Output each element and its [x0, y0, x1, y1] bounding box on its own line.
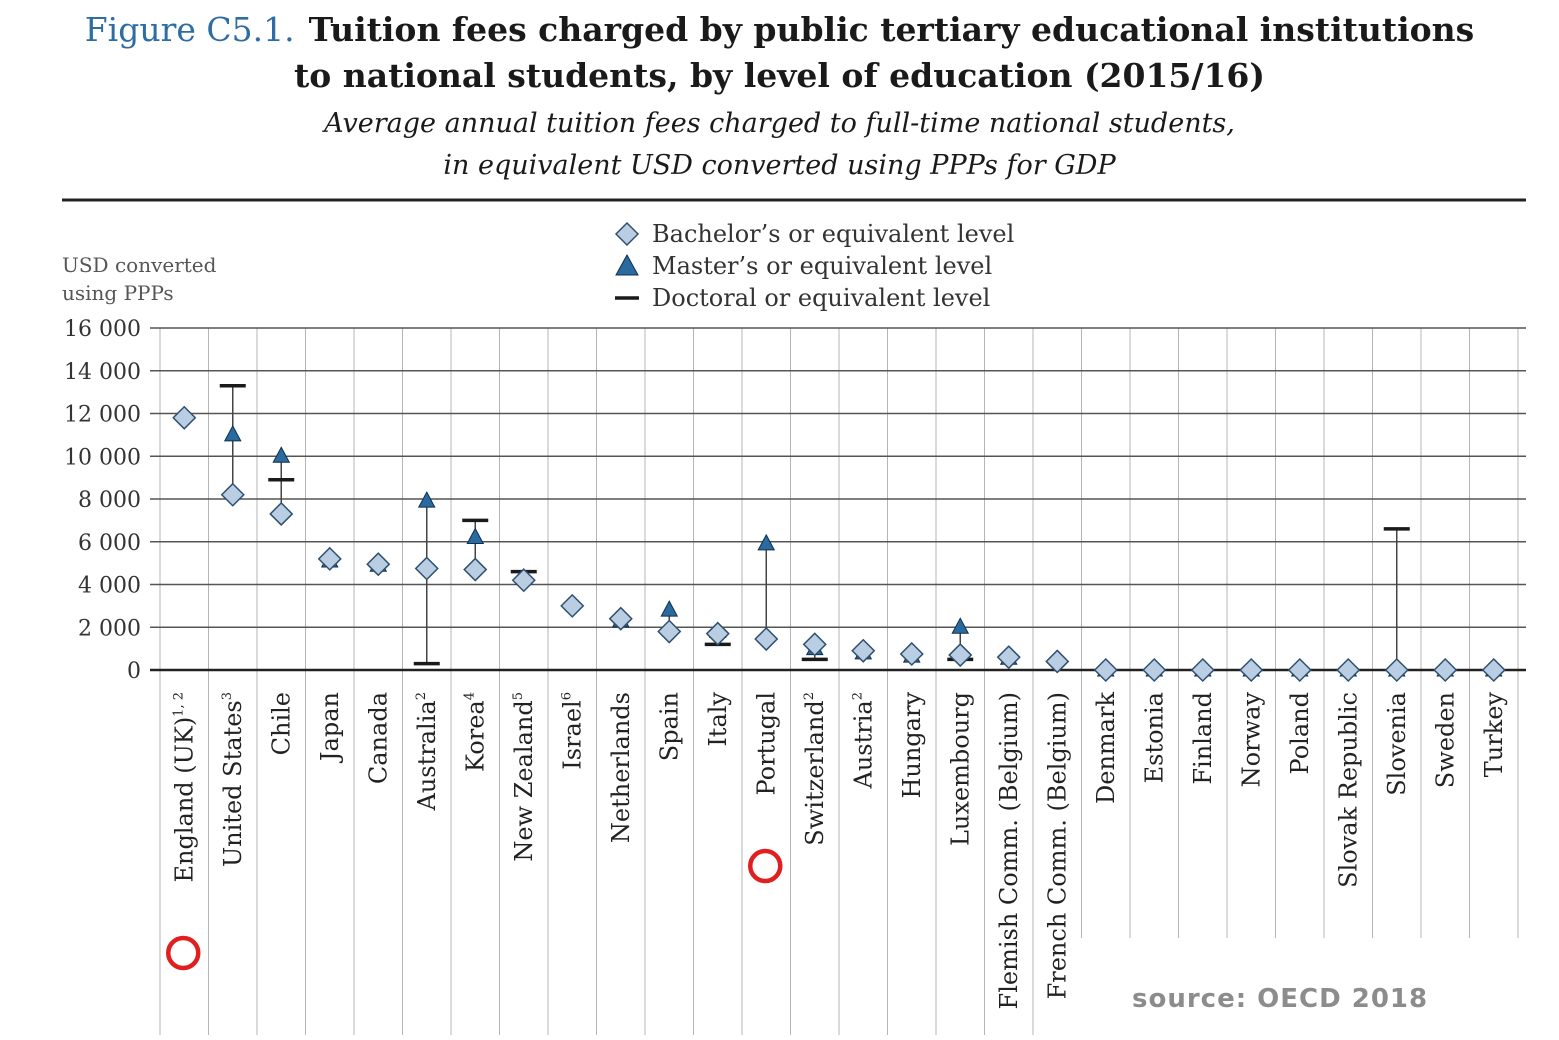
legend-label: Bachelor’s or equivalent level — [652, 220, 1014, 248]
bachelor-mark — [996, 645, 1021, 670]
y-tick-label: 2 000 — [78, 616, 141, 641]
x-tick-footnote: 2 — [414, 692, 429, 700]
x-tick-footnote: 5 — [511, 692, 526, 700]
x-tick-label: Italy — [704, 692, 732, 747]
bachelor-mark — [1093, 657, 1118, 683]
x-tick-label: Flemish Comm. (Belgium) — [995, 692, 1023, 1009]
y-tick-label: 12 000 — [64, 403, 141, 428]
x-tick-label: England (UK)1, 2 — [170, 692, 198, 882]
source-note: source: OECD 2018 — [1132, 984, 1429, 1014]
bachelor-mark — [511, 568, 536, 593]
bachelor-mark — [1336, 657, 1361, 683]
x-tick-label: French Comm. (Belgium) — [1043, 692, 1071, 999]
y-axis-label: USD converted — [62, 253, 217, 277]
bachelor-mark — [1239, 657, 1264, 683]
x-tick-footnote: 1, 2 — [171, 692, 186, 717]
figure-title-line1: Figure C5.1. Tuition fees charged by publ… — [0, 10, 1559, 49]
highlight-circle — [166, 935, 201, 971]
bachelor-mark — [899, 641, 924, 667]
x-tick-label: Australia2 — [413, 692, 441, 811]
y-tick-label: 8 000 — [78, 488, 141, 513]
legend-bachelor-marker — [614, 221, 640, 247]
x-tick-label: Hungary — [898, 692, 926, 799]
bachelor-mark — [657, 619, 682, 644]
y-tick-label: 6 000 — [78, 531, 141, 556]
x-tick-label: Spain — [655, 692, 683, 761]
bachelor-mark — [608, 606, 633, 631]
bachelor-mark — [1190, 657, 1215, 683]
x-tick-label: Denmark — [1092, 692, 1120, 804]
bachelor-mark — [1287, 657, 1312, 683]
bachelor-mark — [1045, 649, 1070, 674]
x-tick-label: Korea4 — [461, 692, 489, 772]
master-mark — [757, 533, 776, 551]
master-mark — [951, 617, 970, 634]
y-tick-label: 0 — [127, 659, 141, 684]
figure-subtitle-line2: in equivalent USD converted using PPPs f… — [443, 150, 1116, 181]
x-tick-label: Norway — [1237, 692, 1265, 788]
bachelor-mark — [754, 626, 779, 652]
bachelor-mark — [705, 621, 730, 646]
x-tick-footnote: 3 — [220, 692, 235, 700]
x-tick-label: Finland — [1189, 692, 1217, 785]
x-tick-label: Netherlands — [607, 692, 635, 843]
figure-number: Figure C5.1. — [84, 10, 295, 49]
x-tick-label: Sweden — [1431, 692, 1459, 788]
bachelor-mark — [560, 593, 585, 618]
x-tick-label: Poland — [1286, 692, 1314, 774]
legend-label: Doctoral or equivalent level — [652, 284, 990, 312]
bachelor-mark — [269, 501, 294, 527]
bachelor-mark — [1433, 657, 1458, 683]
x-tick-footnote: 2 — [802, 692, 817, 700]
x-tick-label: Portugal — [752, 692, 780, 796]
bachelor-mark — [317, 546, 342, 571]
figure-title-line2: to national students, by level of educat… — [293, 56, 1265, 95]
bachelor-mark — [1481, 657, 1506, 683]
x-tick-label: New Zealand5 — [510, 692, 538, 862]
x-tick-label: Israel6 — [558, 692, 586, 770]
legend-label: Master’s or equivalent level — [652, 252, 992, 280]
x-tick-label: Slovenia — [1383, 692, 1411, 796]
x-tick-label: United States3 — [219, 692, 247, 867]
bachelor-mark — [220, 482, 245, 507]
x-tick-footnote: 4 — [462, 692, 477, 700]
x-tick-label: Canada — [364, 692, 392, 784]
legend-master-marker — [615, 253, 639, 276]
y-axis-label: using PPPs — [62, 281, 174, 305]
master-mark — [272, 446, 291, 463]
x-tick-label: Austria2 — [849, 692, 877, 790]
bachelor-mark — [948, 642, 973, 668]
bachelor-mark — [1384, 657, 1409, 683]
bachelor-mark — [1142, 657, 1167, 683]
x-tick-label: Chile — [267, 692, 295, 755]
x-tick-label: Switzerland2 — [801, 692, 829, 846]
bachelor-mark — [366, 552, 391, 577]
figure-subtitle-line1: Average annual tuition fees charged to f… — [324, 108, 1235, 139]
master-mark — [417, 491, 436, 508]
x-tick-label: Japan — [316, 692, 344, 764]
bachelor-mark — [463, 557, 488, 582]
bachelor-mark — [172, 405, 197, 430]
y-tick-label: 4 000 — [78, 574, 141, 599]
x-tick-label: Slovak Republic — [1334, 692, 1362, 888]
x-tick-label: Turkey — [1480, 692, 1508, 778]
figure-title-text: Tuition fees charged by public tertiary … — [308, 10, 1475, 49]
highlight-circle — [748, 848, 783, 884]
x-tick-footnote: 2 — [850, 692, 865, 700]
y-tick-label: 16 000 — [64, 317, 141, 342]
bachelor-mark — [851, 638, 876, 663]
bachelor-mark — [802, 632, 827, 657]
x-tick-footnote: 6 — [559, 692, 574, 700]
master-mark — [660, 600, 679, 617]
x-tick-label: Luxembourg — [946, 692, 974, 846]
x-tick-label: Estonia — [1140, 692, 1168, 783]
y-tick-label: 14 000 — [64, 360, 141, 385]
master-mark — [466, 527, 485, 544]
master-mark — [223, 424, 242, 442]
bachelor-mark — [414, 556, 439, 581]
y-tick-label: 10 000 — [64, 445, 141, 470]
